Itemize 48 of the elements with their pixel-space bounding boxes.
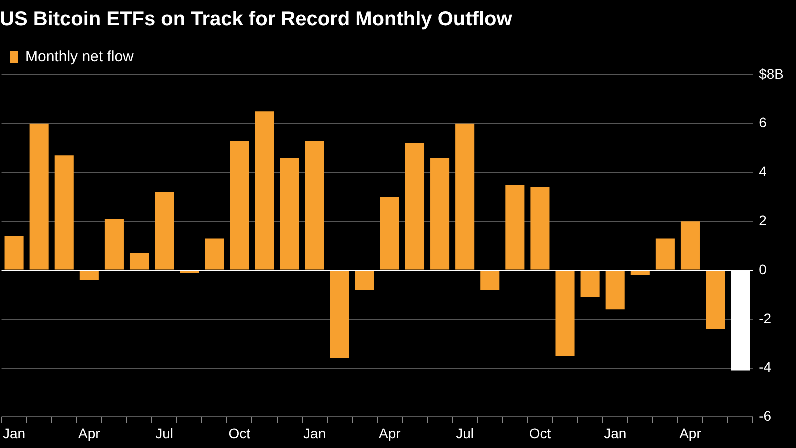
x-tick-label: Jul	[156, 425, 174, 442]
y-tick-label: 2	[759, 212, 768, 229]
bar	[480, 271, 500, 290]
x-tick-label: Apr	[379, 425, 402, 442]
y-tick-label: -2	[759, 310, 772, 326]
bar	[305, 140, 324, 270]
bar	[255, 112, 274, 270]
bar	[680, 222, 700, 270]
bar	[330, 271, 350, 359]
y-tick-label: -6	[759, 408, 772, 424]
bar	[580, 271, 600, 298]
bar	[130, 253, 150, 270]
bar	[4, 236, 24, 270]
bar	[380, 197, 400, 270]
chart-title: US Bitcoin ETFs on Track for Record Monthly Outflow	[0, 8, 513, 31]
bar	[630, 271, 650, 276]
x-tick-label: Oct	[529, 425, 552, 442]
bar	[155, 192, 174, 270]
x-tick-label: Jan	[2, 425, 26, 442]
bar	[430, 158, 450, 270]
legend-label: Monthly net flow	[26, 48, 134, 66]
x-tick-label: Oct	[228, 425, 251, 442]
bar	[530, 187, 550, 270]
x-tick-label: Apr	[78, 425, 101, 442]
bar	[706, 271, 726, 330]
bar	[405, 143, 425, 270]
x-tick-label: Jan	[604, 425, 627, 442]
bar	[54, 156, 74, 270]
x-tick-label: Jul	[456, 425, 474, 442]
y-tick-label: 6	[759, 114, 768, 131]
bar	[80, 271, 99, 280]
x-tick-label: Jan	[304, 425, 326, 442]
bar	[656, 238, 675, 270]
y-tick-label: $8B	[759, 66, 784, 82]
x-tick-label: Apr	[680, 425, 702, 442]
bar	[280, 158, 300, 270]
y-tick-label: -4	[759, 359, 772, 376]
bar	[456, 124, 475, 270]
y-tick-label: 0	[759, 261, 768, 278]
y-tick-label: 4	[759, 164, 768, 180]
bar	[355, 271, 374, 290]
bar	[230, 140, 250, 270]
bar	[506, 184, 525, 270]
bar	[556, 271, 575, 356]
bar	[30, 124, 49, 270]
bar	[205, 238, 224, 270]
bar	[104, 219, 124, 270]
bar	[606, 271, 625, 310]
